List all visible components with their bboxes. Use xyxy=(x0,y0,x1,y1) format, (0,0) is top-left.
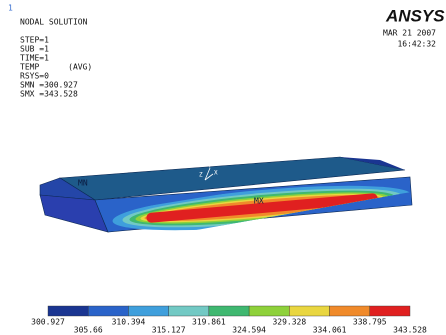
legend-swatch xyxy=(128,306,168,316)
legend-swatch xyxy=(48,306,88,316)
legend-label: 324.594 xyxy=(232,326,266,335)
legend-label: 343.528 xyxy=(393,326,427,335)
max-label: MX xyxy=(254,197,264,206)
parameter: TEMP (AVG) xyxy=(20,63,92,72)
legend-swatch xyxy=(330,306,370,316)
legend-swatch xyxy=(209,306,249,316)
legend-swatch xyxy=(289,306,329,316)
min-label: MN xyxy=(78,179,88,188)
legend-swatch xyxy=(88,306,128,316)
result-title: NODAL SOLUTION xyxy=(20,18,88,27)
window-number: 1 xyxy=(8,4,13,13)
ansys-window: 1 NODAL SOLUTION STEP=1SUB =1TIME=1TEMP … xyxy=(0,0,446,335)
legend-swatch xyxy=(169,306,209,316)
parameter: STEP=1 xyxy=(20,36,49,45)
logo: ANSYS xyxy=(385,6,445,25)
legend-label: 319.861 xyxy=(192,318,226,327)
legend-label: 305.66 xyxy=(74,326,103,335)
triad-label: Z xyxy=(199,172,203,179)
parameter: SMN =300.927 xyxy=(20,81,78,90)
legend-label: 334.061 xyxy=(313,326,347,335)
legend-label: 300.927 xyxy=(31,318,65,327)
date: MAR 21 2007 xyxy=(383,29,436,38)
parameter: SUB =1 xyxy=(20,45,49,54)
legend-label: 338.795 xyxy=(353,318,387,327)
triad-label: X xyxy=(214,170,218,177)
legend-swatch xyxy=(249,306,289,316)
legend-label: 310.394 xyxy=(112,318,146,327)
parameter: TIME=1 xyxy=(20,54,49,63)
time: 16:42:32 xyxy=(397,40,436,49)
parameter: SMX =343.528 xyxy=(20,90,78,99)
parameter: RSYS=0 xyxy=(20,72,49,81)
triad-label: Y xyxy=(208,163,212,170)
legend-label: 315.127 xyxy=(152,326,186,335)
legend-label: 329.328 xyxy=(272,318,306,327)
legend-swatch xyxy=(370,306,410,316)
